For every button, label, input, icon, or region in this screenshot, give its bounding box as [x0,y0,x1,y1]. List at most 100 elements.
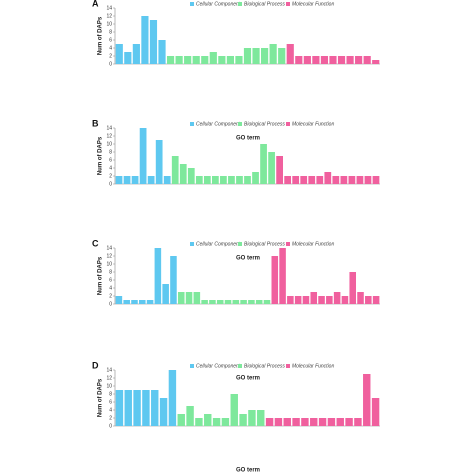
bar [269,44,277,64]
bar [232,300,240,304]
bar [132,44,140,64]
y-tick-label: 14 [106,245,112,251]
bar [268,152,275,184]
legend-swatch [286,364,290,368]
bar [212,418,221,426]
bar [340,176,348,184]
y-tick-label: 6 [109,277,112,283]
bar [115,390,124,426]
bar [302,296,310,304]
bar [187,168,195,184]
bar [228,176,235,184]
bar [171,156,179,184]
legend-label: Cellular Component [196,363,241,369]
bar [295,56,303,64]
bar [131,176,139,184]
bar [168,370,177,426]
bar [318,418,327,426]
bar [115,176,123,184]
bar [185,292,193,304]
bar [220,176,227,184]
y-tick-label: 12 [106,253,112,259]
bar [139,128,147,184]
bar [316,176,324,184]
y-tick-label: 12 [106,375,112,381]
panel-letter: A [92,0,99,8]
bar [301,418,309,426]
bar [308,176,316,184]
bar [218,56,226,64]
y-tick-label: 10 [106,261,112,267]
bar [310,292,318,304]
legend-label: Biological Process [244,121,285,127]
bar [115,296,123,304]
bar [372,296,380,304]
legend-swatch [238,122,242,126]
bar [230,394,238,426]
bar [195,418,203,426]
bar [372,60,380,64]
legend-swatch [286,2,290,6]
bar [292,418,300,426]
y-tick-label: 10 [106,21,112,27]
bar [357,292,364,304]
legend-label: Molecular Function [292,363,334,369]
bar [151,390,159,426]
y-tick-label: 4 [109,285,112,291]
bar [195,176,203,184]
bar [203,176,211,184]
bar [216,300,224,304]
bar [363,374,371,426]
bar [324,172,332,184]
bar [147,176,155,184]
bar [336,418,344,426]
y-tick-label: 14 [106,125,112,131]
y-tick-label: 14 [106,367,112,373]
bar [363,56,371,64]
bar [283,418,291,426]
bar [141,16,149,64]
bar [274,418,283,426]
y-tick-label: 4 [109,407,112,413]
bar [221,418,230,426]
y-tick-label: 12 [106,133,112,139]
bar [146,300,154,304]
x-axis-label: GO term [236,256,260,262]
legend-swatch [238,364,242,368]
bar [131,300,138,304]
bar [240,300,247,304]
bar [154,248,162,304]
bar [212,176,219,184]
bar [310,418,318,426]
bar [341,296,349,304]
y-tick-label: 4 [109,165,112,171]
y-tick-label: 6 [109,157,112,163]
bar [364,176,372,184]
bar [244,176,251,184]
bar [162,284,169,304]
y-tick-label: 6 [109,37,112,43]
legend-label: Molecular Function [292,1,334,7]
bar [345,418,353,426]
bar [276,156,283,184]
bar [327,418,336,426]
bar [346,56,354,64]
y-tick-label: 14 [106,5,112,11]
bar [278,48,286,64]
y-tick-label: 2 [109,173,112,179]
y-tick-label: 8 [109,149,112,155]
bar [163,176,171,184]
bar [255,300,263,304]
bar [356,176,364,184]
legend-swatch [238,2,242,6]
legend-swatch [286,122,290,126]
bar [372,176,380,184]
bar [337,56,346,64]
bar [284,176,292,184]
y-axis-label: Num of DAPs [98,16,104,55]
bar [312,56,320,64]
bar [261,48,269,64]
legend-label: Molecular Function [292,241,334,247]
bar [177,292,185,304]
bar [318,296,325,304]
